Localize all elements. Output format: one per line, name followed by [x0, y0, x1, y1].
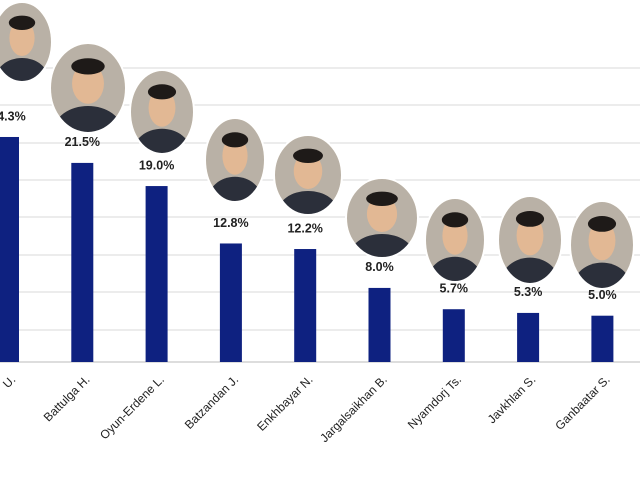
portrait	[424, 197, 486, 283]
portrait	[49, 42, 127, 134]
x-tick-label: Jargalsaikhan B.	[317, 372, 390, 445]
bar	[0, 136, 19, 362]
portrait-suit	[53, 106, 123, 133]
portrait-frame	[273, 134, 343, 216]
portrait-inner	[50, 43, 126, 133]
portrait-inner	[570, 201, 634, 289]
portrait-hair	[8, 15, 36, 30]
portrait-suit	[349, 234, 415, 258]
portrait-inner	[346, 178, 418, 258]
portrait-hair	[587, 215, 617, 232]
x-tick-label: Battulga H.	[41, 372, 93, 424]
portrait	[0, 1, 53, 83]
bar	[71, 162, 94, 362]
portrait-hair	[441, 212, 469, 228]
value-label: 5.3%	[514, 285, 543, 299]
portrait	[345, 177, 419, 259]
x-tick-label: Oyun-Erdene L.	[97, 372, 167, 442]
portrait-hair	[147, 84, 177, 100]
value-label: 21.5%	[65, 135, 100, 149]
portrait-frame	[569, 200, 635, 290]
portrait-suit	[277, 191, 339, 215]
portrait-inner	[205, 118, 265, 202]
portrait-frame	[345, 177, 419, 259]
bar	[294, 249, 317, 362]
value-label: 8.0%	[365, 260, 394, 274]
x-tick-label: Ganbaatar S.	[552, 372, 612, 432]
value-label: 12.8%	[213, 216, 248, 230]
portrait	[497, 195, 563, 285]
bar	[219, 243, 242, 362]
value-label: 5.7%	[440, 282, 469, 296]
portrait-hair	[71, 58, 105, 75]
portrait	[129, 69, 195, 155]
x-tick-label: U.	[0, 372, 18, 390]
portrait-frame	[49, 42, 127, 134]
portrait-frame	[0, 1, 53, 83]
x-tick-label: Enkhbayar N.	[254, 372, 315, 433]
portrait-suit	[501, 257, 559, 284]
portrait-suit	[208, 176, 262, 202]
portrait-inner	[498, 196, 562, 284]
value-label: 19.0%	[139, 158, 174, 172]
value-label: 12.2%	[287, 221, 322, 235]
bar	[368, 287, 391, 362]
portrait-suit	[133, 128, 191, 154]
portrait-frame	[204, 117, 266, 203]
portrait-frame	[497, 195, 563, 285]
bar	[517, 312, 540, 362]
x-tick-label: Nyamdorj Ts.	[405, 372, 464, 431]
value-label: 24.3%	[0, 109, 26, 123]
value-label: 5.0%	[588, 288, 617, 302]
portrait-hair	[293, 148, 323, 163]
portrait-hair	[515, 210, 545, 227]
portrait-frame	[424, 197, 486, 283]
portrait-inner	[425, 198, 485, 282]
bar	[442, 309, 465, 362]
portrait	[204, 117, 266, 203]
portrait-inner	[0, 2, 52, 82]
bar	[145, 186, 168, 362]
portrait-hair	[221, 132, 249, 148]
portrait-inner	[274, 135, 342, 215]
portrait-suit	[0, 58, 49, 82]
portrait	[273, 134, 343, 216]
portrait-suit	[428, 256, 482, 282]
bar	[591, 315, 614, 362]
portrait	[569, 200, 635, 290]
portrait-hair	[366, 191, 398, 206]
portrait-suit	[573, 262, 631, 289]
portrait-frame	[129, 69, 195, 155]
photos	[0, 1, 635, 290]
x-tick-label: Javkhlan S.	[485, 372, 539, 426]
x-tick-label: Batzandan J.	[182, 372, 241, 431]
portrait-inner	[130, 70, 194, 154]
